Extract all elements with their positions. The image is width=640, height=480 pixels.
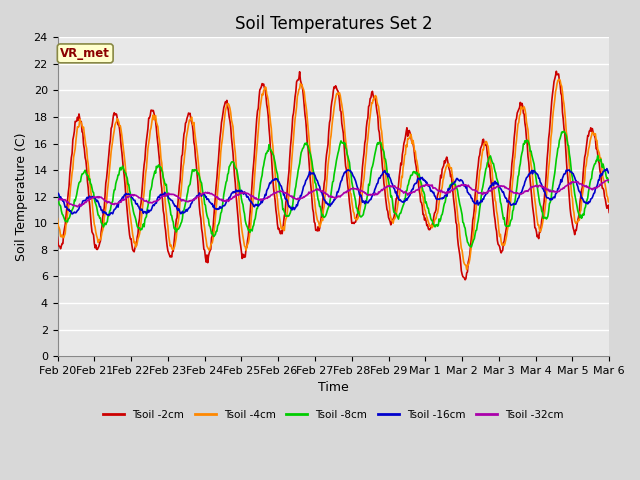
Title: Soil Temperatures Set 2: Soil Temperatures Set 2	[234, 15, 432, 33]
Legend: Tsoil -2cm, Tsoil -4cm, Tsoil -8cm, Tsoil -16cm, Tsoil -32cm: Tsoil -2cm, Tsoil -4cm, Tsoil -8cm, Tsoi…	[99, 406, 568, 424]
Text: VR_met: VR_met	[60, 47, 110, 60]
X-axis label: Time: Time	[318, 382, 349, 395]
Y-axis label: Soil Temperature (C): Soil Temperature (C)	[15, 132, 28, 261]
